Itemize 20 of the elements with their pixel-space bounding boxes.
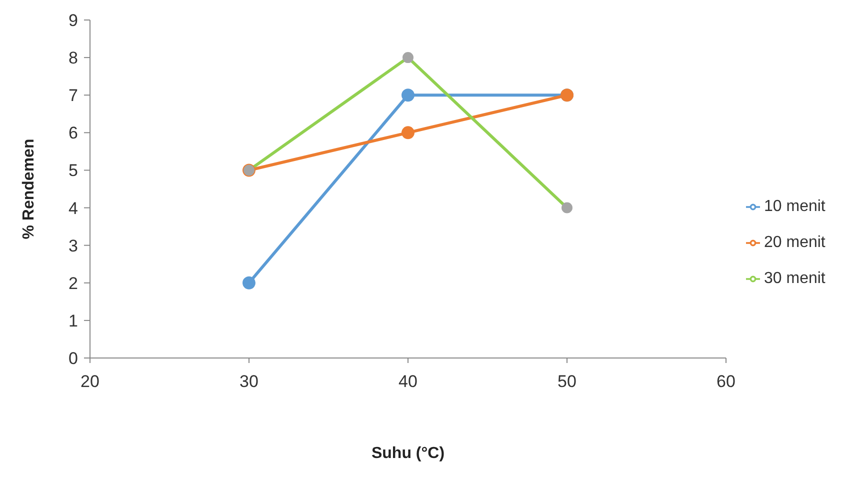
x-tick-label: 20 — [80, 372, 100, 391]
legend-label: 20 menit — [764, 234, 826, 251]
x-tick-label: 60 — [716, 372, 736, 391]
y-tick-label: 6 — [68, 124, 78, 143]
legend-label: 30 menit — [764, 270, 826, 287]
y-tick-label: 9 — [68, 11, 78, 30]
x-tick-label: 30 — [240, 372, 258, 391]
y-tick-label: 4 — [68, 198, 78, 218]
y-tick-label: 1 — [68, 311, 78, 330]
legend-label: 10 menit — [764, 198, 826, 215]
y-axis-title: % Rendemen — [20, 138, 38, 240]
x-tick-label: 50 — [558, 372, 576, 391]
y-tick-label: 7 — [68, 86, 78, 106]
x-axis-title: Suhu (°C) — [371, 445, 445, 462]
y-tick-label: 3 — [68, 236, 78, 256]
x-tick-label: 40 — [398, 372, 418, 391]
y-tick-label: 8 — [68, 48, 78, 68]
y-tick-label: 5 — [68, 161, 78, 180]
y-tick-label: 2 — [68, 274, 78, 293]
y-tick-label: 0 — [68, 349, 78, 368]
